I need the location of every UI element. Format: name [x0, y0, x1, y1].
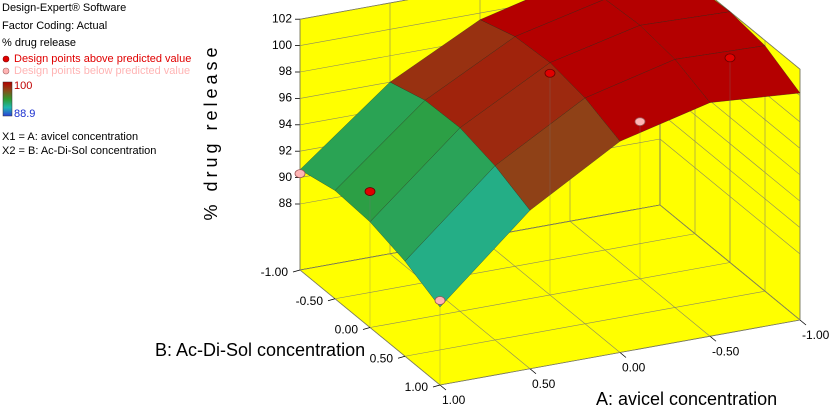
z-tick-label: 100 — [272, 38, 292, 52]
design-point — [544, 68, 556, 78]
z-tick-label: 92 — [279, 143, 293, 157]
tick-mark — [439, 384, 447, 391]
z-tick-label: 98 — [279, 64, 293, 78]
z-axis-label: % drug release — [201, 43, 221, 220]
tick-mark — [292, 269, 301, 273]
x-tick-label: -1.00 — [802, 328, 830, 342]
factor-label: X2 = B: Ac-Di-Sol concentration — [2, 145, 156, 157]
design-point — [724, 53, 736, 63]
legend-line: % drug release — [2, 37, 76, 49]
labels: Design-Expert® Software Factor Coding: A… — [2, 2, 777, 409]
y-tick-label: -0.50 — [296, 294, 324, 308]
legend-line: Factor Coding: Actual — [2, 20, 107, 32]
legend-marker — [2, 67, 10, 75]
tick-mark — [362, 327, 371, 330]
x-tick-label: -0.50 — [712, 344, 740, 358]
tick-mark — [327, 298, 336, 302]
tick-mark — [397, 355, 406, 359]
colorbar-min: 88.9 — [14, 108, 35, 120]
grid-line — [299, 0, 409, 20]
legend-marker — [2, 55, 10, 63]
tick-mark — [432, 384, 441, 388]
design-point — [294, 169, 306, 179]
z-tick-label: 94 — [279, 117, 293, 131]
z-tick-label: 96 — [279, 91, 293, 105]
design-point — [434, 296, 446, 305]
legend-label: Design points below predicted value — [14, 65, 190, 77]
y-axis-label: B: Ac-Di-Sol concentration — [155, 340, 365, 360]
y-tick-label: -1.00 — [261, 265, 289, 279]
z-tick-label: 90 — [279, 170, 293, 184]
design-point — [364, 187, 376, 196]
design-points — [294, 53, 736, 385]
design-point — [634, 117, 646, 127]
tick-mark — [799, 319, 807, 326]
tick-mark — [529, 368, 537, 375]
x-tick-label: 0.00 — [622, 361, 646, 375]
factor-label: X1 = A: avicel concentration — [2, 131, 138, 143]
grid-line — [334, 233, 696, 300]
y-tick-label: 1.00 — [405, 380, 429, 394]
x-axis-label: A: avicel concentration — [596, 389, 777, 409]
colorbar — [2, 81, 13, 117]
grid-line — [439, 319, 801, 386]
z-tick-label: 88 — [279, 196, 293, 210]
legend-label: Design points above predicted value — [14, 53, 191, 65]
y-tick-label: 0.00 — [335, 323, 359, 337]
x-tick-label: 1.00 — [442, 393, 466, 407]
z-tick-label: 102 — [272, 11, 292, 25]
tick-mark — [619, 352, 627, 358]
grid-line — [404, 290, 766, 357]
legend-line: Design-Expert® Software — [2, 2, 126, 14]
colorbar-max: 100 — [14, 80, 32, 92]
x-tick-label: 0.50 — [532, 377, 556, 391]
surface-patch — [404, 165, 531, 308]
tick-mark — [709, 335, 717, 342]
y-tick-label: 0.50 — [370, 351, 394, 365]
